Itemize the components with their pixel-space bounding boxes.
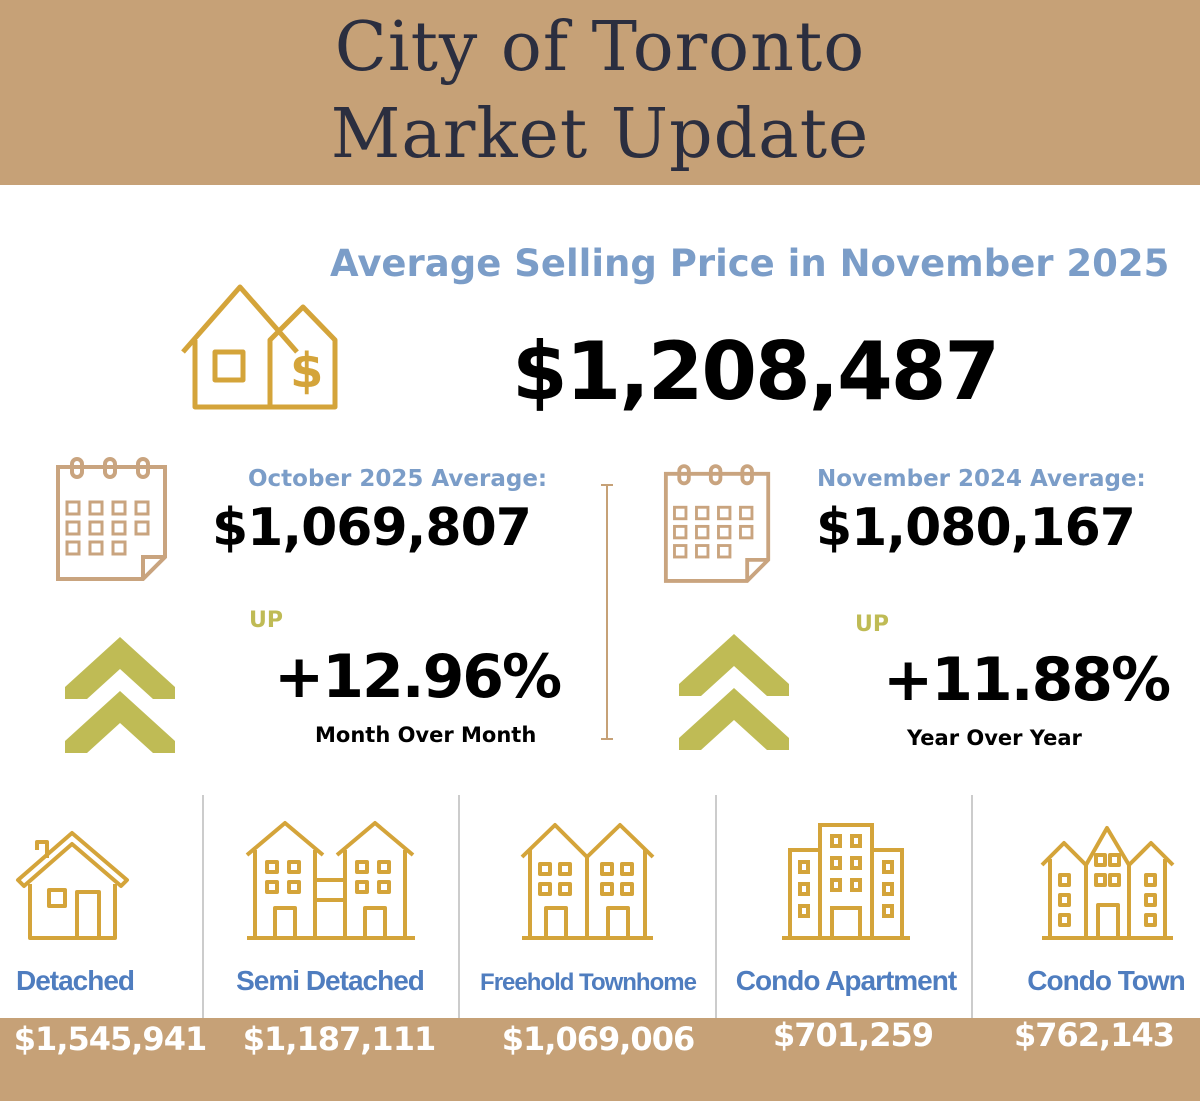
yoy-label: November 2024 Average: xyxy=(817,466,1146,492)
yoy-change: +11.88% xyxy=(883,645,1171,715)
townhome-icon xyxy=(520,823,655,940)
double-chevron-up-icon xyxy=(65,637,175,753)
category-price-condo-town: $762,143 xyxy=(1013,1016,1175,1054)
category-price-semi-detached: $1,187,111 xyxy=(242,1020,436,1058)
header-banner xyxy=(0,0,1200,185)
title-line-2: Market Update xyxy=(330,95,870,174)
mom-period: Month Over Month xyxy=(315,723,537,747)
mom-change: +12.96% xyxy=(274,642,562,712)
svg-text:$: $ xyxy=(290,343,323,399)
yoy-direction: UP xyxy=(855,612,889,637)
yoy-value: $1,080,167 xyxy=(816,498,1136,558)
column-divider xyxy=(458,795,460,1018)
column-divider xyxy=(202,795,204,1018)
price-band xyxy=(0,1018,1200,1101)
double-chevron-up-icon xyxy=(679,634,789,750)
detached-house-icon xyxy=(16,831,129,940)
category-price-condo-apartment: $701,259 xyxy=(772,1016,934,1054)
house-dollar-icon: $ xyxy=(181,284,338,410)
condo-building-icon xyxy=(782,823,910,940)
condo-town-icon xyxy=(1040,826,1175,940)
average-price-value: $1,208,487 xyxy=(512,325,1000,418)
mom-value: $1,069,807 xyxy=(212,498,532,558)
mom-direction: UP xyxy=(249,608,283,633)
yoy-period: Year Over Year xyxy=(907,726,1082,750)
category-label-condo-town: Condo Town xyxy=(1027,965,1185,996)
headline-label: Average Selling Price in November 2025 xyxy=(330,242,1170,285)
category-price-detached: $1,545,941 xyxy=(13,1020,207,1058)
category-label-detached: Detached xyxy=(15,965,135,996)
category-label-condo-apartment: Condo Apartment xyxy=(735,965,957,996)
calendar-icon xyxy=(56,457,167,581)
title-line-1: City of Toronto xyxy=(334,8,866,87)
column-divider xyxy=(971,795,973,1018)
category-label-semi-detached: Semi Detached xyxy=(236,965,425,996)
calendar-icon xyxy=(663,464,771,583)
column-divider xyxy=(715,795,717,1018)
semi-detached-icon xyxy=(245,821,415,940)
section-divider xyxy=(601,484,613,740)
category-price-freehold-townhome: $1,069,006 xyxy=(501,1020,695,1058)
mom-label: October 2025 Average: xyxy=(248,466,548,492)
category-label-freehold-townhome: Freehold Townhome xyxy=(480,969,697,996)
